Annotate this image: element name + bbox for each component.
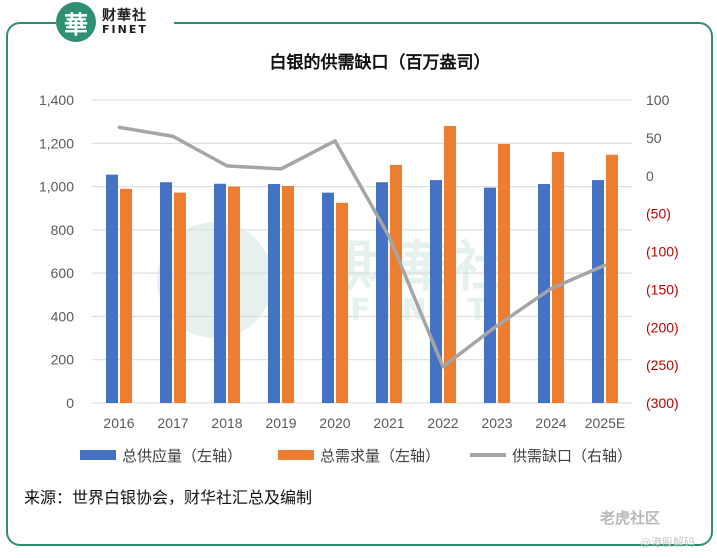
- legend-label: 供需缺口（右轴）: [512, 447, 632, 465]
- gap-point: [441, 365, 445, 369]
- x-tick-label: 2017: [157, 415, 188, 431]
- x-tick-label: 2019: [265, 415, 296, 431]
- x-tick-label: 2022: [427, 415, 458, 431]
- left-tick-label: 1,000: [39, 179, 74, 195]
- supply-bar: [214, 183, 226, 403]
- supply-bar: [376, 182, 388, 403]
- demand-bar: [336, 202, 348, 403]
- legend-label: 总需求量（左轴）: [320, 447, 440, 465]
- right-axis-ticks: (300) (250) (200) (150) (100) (50) 0 50 100: [646, 92, 679, 411]
- left-tick-label: 400: [51, 308, 75, 324]
- right-tick-label: 0: [646, 168, 654, 184]
- x-tick-label: 2024: [535, 415, 566, 431]
- gap-point: [495, 324, 499, 328]
- demand-bar: [552, 151, 564, 403]
- demand-bar: [390, 164, 402, 403]
- left-tick-label: 1,200: [39, 135, 74, 151]
- supply-bar: [430, 180, 442, 403]
- right-tick-label: 50: [646, 130, 662, 146]
- gap-point: [225, 164, 229, 168]
- right-tick-label: (300): [646, 395, 679, 411]
- right-tick-label: (100): [646, 244, 679, 260]
- right-tick-label: 100: [646, 92, 670, 108]
- supply-bar: [106, 174, 118, 403]
- corner-watermark-sub: @港股解码: [640, 536, 695, 549]
- x-tick-label: 2025E: [585, 415, 625, 431]
- gap-point: [549, 287, 553, 291]
- right-tick-label: (250): [646, 357, 679, 373]
- gap-series-line: [118, 125, 606, 369]
- demand-bar: [120, 188, 132, 403]
- demand-bar: [174, 192, 186, 403]
- demand-bar: [282, 185, 294, 403]
- right-tick-label: (150): [646, 281, 679, 297]
- x-tick-label: 2021: [373, 415, 404, 431]
- right-tick-label: (200): [646, 319, 679, 335]
- brand-logo: 華 财華社 FINET: [56, 0, 174, 44]
- gap-point: [117, 125, 121, 129]
- legend: 总供应量（左轴） 总需求量（左轴） 供需缺口（右轴）: [80, 447, 632, 465]
- demand-bar: [498, 143, 510, 403]
- bars: [106, 125, 618, 403]
- supply-bar: [160, 182, 172, 403]
- demand-bar: [228, 186, 240, 403]
- demand-bar: [606, 154, 618, 403]
- gap-point: [603, 263, 607, 267]
- gap-point: [171, 134, 175, 138]
- left-tick-label: 800: [51, 222, 75, 238]
- right-tick-label: (50): [646, 206, 671, 222]
- gap-line: [117, 125, 607, 369]
- gap-point: [333, 139, 337, 143]
- left-tick-label: 0: [66, 395, 74, 411]
- x-tick-label: 2016: [103, 415, 134, 431]
- supply-bar: [322, 192, 334, 403]
- x-tick-label: 2018: [211, 415, 242, 431]
- x-axis-labels: 2016 2017 2018 2019 2020 2021 2022 2023 2024 2025…: [103, 415, 625, 431]
- supply-bar: [268, 183, 280, 403]
- supply-bar: [592, 180, 604, 403]
- gap-point: [279, 167, 283, 171]
- left-axis-ticks: 0 200 400 600 800 1,000 1,200 1,400: [39, 92, 74, 411]
- left-tick-label: 600: [51, 265, 75, 281]
- legend-label: 总供应量（左轴）: [122, 447, 242, 465]
- left-tick-label: 1,400: [39, 92, 74, 108]
- demand-bar: [444, 125, 456, 403]
- source-note: 来源：世界白银协会，财华社汇总及编制: [24, 488, 313, 507]
- left-tick-label: 200: [51, 352, 75, 368]
- brand-name-cn: 财華社: [102, 7, 147, 24]
- watermark-text-cn: 財華社: [345, 235, 507, 298]
- legend-swatch: [80, 450, 116, 460]
- brand-name-en: FINET: [102, 22, 148, 36]
- x-tick-label: 2023: [481, 415, 512, 431]
- supply-bar: [484, 187, 496, 403]
- corner-watermark: 老虎社区: [600, 509, 661, 527]
- x-tick-label: 2020: [319, 415, 350, 431]
- gap-point: [387, 234, 391, 238]
- chart-title: 白银的供需缺口（百万盎司）: [270, 52, 491, 73]
- brand-seal-icon: 華: [56, 2, 96, 42]
- legend-swatch: [278, 450, 314, 460]
